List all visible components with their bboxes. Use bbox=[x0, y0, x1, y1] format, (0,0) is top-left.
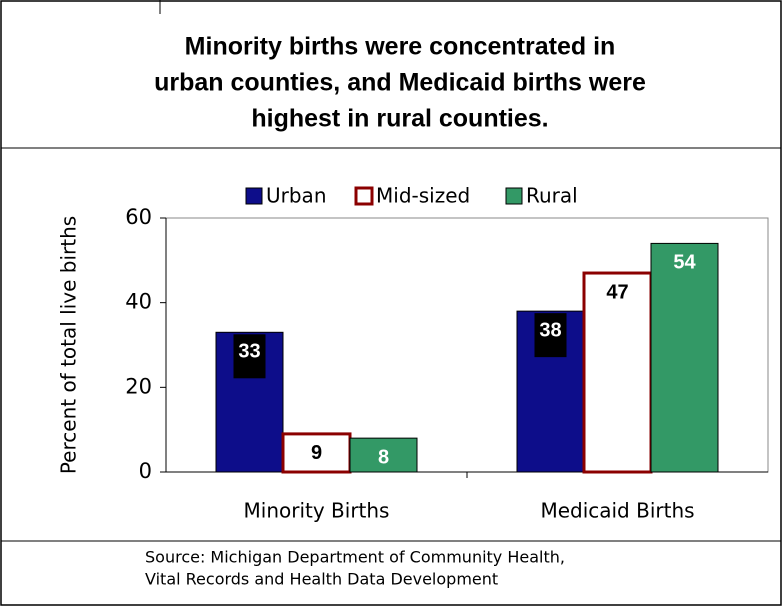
value-label: 47 bbox=[606, 281, 628, 303]
bar bbox=[650, 242, 719, 473]
source: Vital Records and Health Data Developmen… bbox=[145, 570, 498, 589]
y-tick-label: 40 bbox=[125, 290, 152, 314]
bar bbox=[582, 271, 653, 474]
bar bbox=[281, 432, 352, 474]
y-axis-title: Percent of total live births bbox=[57, 216, 81, 474]
legend-swatch bbox=[245, 187, 263, 205]
chart-title: highest in rural counties. bbox=[251, 105, 548, 133]
value-label: 33 bbox=[238, 341, 260, 363]
legend-label: Urban bbox=[266, 184, 327, 208]
y-tick-label: 0 bbox=[139, 459, 152, 483]
y-tick-label: 20 bbox=[125, 374, 152, 398]
x-tick-label: Medicaid Births bbox=[540, 499, 694, 523]
legend-swatch bbox=[505, 187, 523, 205]
value-label: 38 bbox=[539, 319, 561, 341]
x-tick-label: Minority Births bbox=[244, 499, 390, 523]
value-label: 8 bbox=[378, 446, 389, 468]
legend-label: Rural bbox=[526, 184, 578, 208]
chart-title: Minority births were concentrated in bbox=[185, 33, 616, 61]
legend-label: Mid-sized bbox=[376, 184, 470, 208]
value-label-box bbox=[534, 313, 567, 358]
bar bbox=[349, 437, 418, 473]
chart-title: urban counties, and Medicaid births were bbox=[154, 69, 646, 97]
legend-swatch bbox=[354, 186, 374, 206]
value-label: 54 bbox=[673, 252, 696, 274]
y-tick-label: 60 bbox=[125, 205, 152, 229]
value-label-box bbox=[233, 334, 266, 379]
source: Source: Michigan Department of Community… bbox=[145, 548, 565, 567]
value-label: 9 bbox=[311, 442, 322, 464]
